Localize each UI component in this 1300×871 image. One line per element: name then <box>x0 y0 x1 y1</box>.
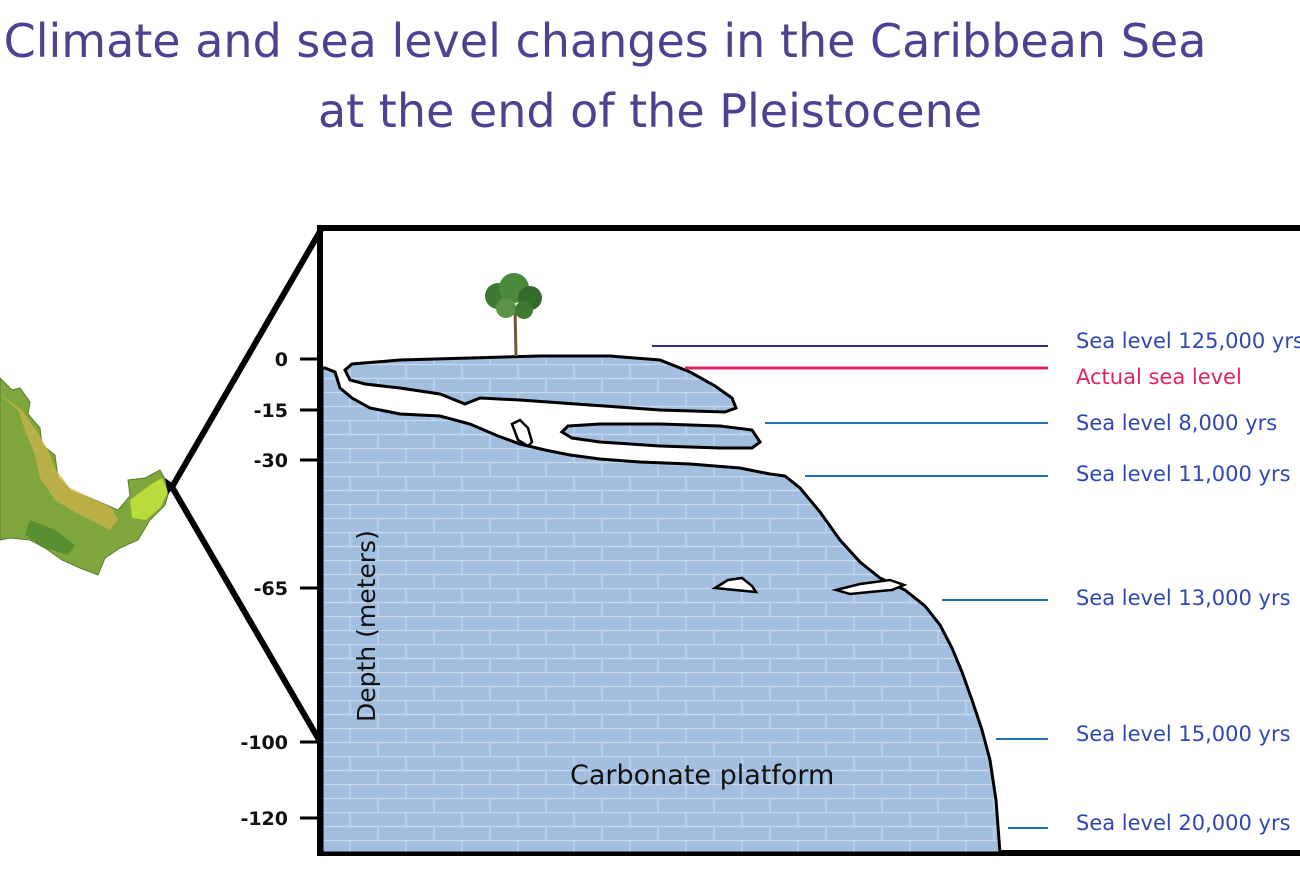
depth-tick-label: -120 <box>240 808 288 830</box>
middle-ledge <box>559 422 763 450</box>
depth-tick-label: -30 <box>254 450 288 472</box>
tree-icon <box>485 273 542 357</box>
depth-tick-label: -15 <box>254 400 288 422</box>
depth-axis: 0 -15 -30 -65 -100 -120 <box>240 349 322 830</box>
sea-level-label: Sea level 15,000 yrs <box>1076 722 1291 746</box>
sea-level-label: Sea level 8,000 yrs <box>1076 411 1277 435</box>
cave-ledge <box>510 418 534 448</box>
depth-tick-label: -65 <box>254 578 288 600</box>
depth-tick-label: 0 <box>275 349 288 371</box>
upper-terrace <box>343 354 738 414</box>
platform-label: Carbonate platform <box>570 760 834 791</box>
lower-notch <box>831 578 908 596</box>
sea-level-label: Sea level 20,000 yrs <box>1076 811 1291 835</box>
sea-level-label: Sea level 11,000 yrs <box>1076 462 1291 486</box>
zoom-lines <box>169 226 325 747</box>
page-subtitle: at the end of the Pleistocene <box>317 84 983 138</box>
depth-tick-label: -100 <box>240 732 288 754</box>
sea-level-label: Actual sea level <box>1076 365 1242 389</box>
depth-axis-title: Depth (meters) <box>352 530 381 722</box>
map-inset-icon <box>0 377 176 576</box>
cave-pocket <box>711 576 759 594</box>
sea-level-label: Sea level 125,000 yrs <box>1076 329 1300 353</box>
carbonate-platform <box>320 366 1002 853</box>
page-title: Climate and sea level changes in the Car… <box>3 14 1207 68</box>
sea-level-markers: Sea level 125,000 yrs Actual sea level Sea… <box>652 329 1300 835</box>
sea-level-label: Sea level 13,000 yrs <box>1076 586 1291 610</box>
